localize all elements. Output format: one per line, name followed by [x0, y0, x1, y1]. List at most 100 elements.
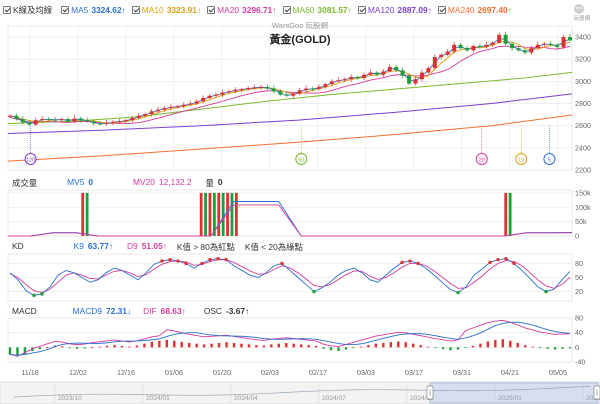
kd-note-green: K值 < 20為綠點: [244, 242, 303, 252]
candle-body: [529, 48, 534, 53]
osc-bar: [225, 342, 228, 348]
candle-body: [117, 121, 122, 123]
volume-tick-label: 100k: [575, 203, 591, 212]
macd-tick-label: 0: [575, 343, 579, 352]
legend-key: MA10: [141, 4, 164, 15]
candle-body: [85, 120, 90, 122]
event-marker-label: 10: [518, 157, 524, 163]
candle-body: [162, 107, 167, 110]
osc-bar: [397, 341, 400, 348]
kd-label: KD: [12, 241, 24, 251]
candle-body: [568, 37, 572, 41]
logo-text: 玩股網: [574, 14, 591, 22]
osc-bar: [83, 347, 86, 349]
candle-body: [452, 44, 457, 52]
osc-bar: [240, 343, 243, 348]
candle-body: [381, 71, 386, 75]
legend-key: MA60: [292, 4, 315, 15]
checkbox-icon[interactable]: [437, 5, 446, 14]
navigator-date: 2023/10: [58, 395, 82, 402]
osc-bar: [367, 345, 370, 348]
legend-item-ma5[interactable]: MA5 3324.62↑: [61, 5, 126, 15]
checkbox-icon[interactable]: [3, 5, 11, 14]
osc-bar: [441, 347, 445, 350]
osc-bar: [38, 347, 42, 350]
macd-label: MACD: [12, 306, 37, 316]
macd-tick-label: 80: [575, 314, 583, 323]
d9-value: 51.05↑: [141, 241, 167, 251]
navigator-date: 2025/01: [498, 395, 522, 402]
d9-label: D9: [127, 241, 138, 251]
candle-body: [246, 88, 251, 90]
date-label: 05/05: [549, 368, 567, 377]
osc-bar: [113, 345, 116, 348]
volume-bar: [85, 192, 89, 236]
navigator-selection: [429, 382, 599, 404]
candle-body: [33, 120, 38, 125]
legend-item-ma10[interactable]: MA10 3323.91↑: [131, 4, 201, 15]
kd-red-dot: [488, 260, 492, 265]
candle-body: [252, 87, 257, 89]
osc-bar: [426, 346, 430, 348]
legend-item-ma120[interactable]: MA120 2887.09↑: [357, 5, 432, 15]
osc-bar: [486, 341, 490, 348]
osc-bar: [464, 347, 467, 349]
osc-bar: [471, 345, 475, 348]
kd-red-dot: [160, 259, 164, 263]
osc-bar: [255, 345, 258, 348]
kd-red-dot: [496, 257, 500, 262]
candle-body: [297, 90, 302, 94]
checkbox-icon[interactable]: [131, 5, 140, 14]
volume-bar: [508, 192, 512, 236]
candle-body: [98, 123, 103, 125]
osc-bar: [509, 340, 512, 348]
kd-red-dot: [408, 259, 412, 263]
osc-bar: [412, 343, 415, 348]
date-label: 03/17: [405, 368, 423, 377]
osc-bar: [568, 347, 572, 349]
candle-body: [220, 92, 225, 95]
navigator-date: 2024/10: [410, 395, 434, 402]
candle-body: [477, 45, 482, 48]
volume-label: 成交量: [12, 178, 38, 188]
wantgoo-logo: 玩股網: [574, 4, 591, 22]
date-label: 02/03: [261, 368, 279, 377]
legend-item-ma60[interactable]: MA60 3081.57↑: [282, 4, 352, 15]
checkbox-icon[interactable]: [61, 5, 70, 14]
d9-line: [9, 259, 571, 294]
candle-body: [516, 48, 521, 51]
osc-bar: [195, 343, 198, 348]
legend-item-k線及均線[interactable]: K線及均線: [3, 4, 55, 16]
legend-item-ma240[interactable]: MA240 2697.40↑: [437, 4, 512, 15]
osc-bar: [128, 346, 131, 348]
candle-body: [407, 75, 412, 84]
checkbox-icon[interactable]: [357, 5, 366, 14]
kd-red-dot: [168, 257, 172, 262]
osc-bar: [516, 342, 519, 348]
macd-legend: MACD MACD9 72.31↓ DIF 68.63↑ OSC -3.67↑: [12, 306, 253, 316]
mv5-label: MV5: [67, 177, 85, 187]
legend-value: 3296.71↑: [242, 4, 277, 15]
price-pane: [7, 25, 573, 171]
kd-tick-label: 50: [575, 273, 583, 282]
kd-red-dot: [184, 261, 188, 266]
date-label: 03/03: [357, 368, 375, 377]
chart-title: 黃金(GOLD): [269, 34, 331, 46]
legend-value: 2697.40↑: [477, 4, 512, 15]
candle-body: [426, 68, 431, 73]
kd-note-red: K值 > 80為紅點: [176, 242, 235, 252]
candle-body: [310, 88, 315, 90]
candle-body: [168, 106, 173, 108]
legend-item-ma20[interactable]: MA20 3296.71↑: [207, 4, 277, 15]
checkbox-icon[interactable]: [207, 5, 216, 14]
macd9-value: 72.31↓: [106, 306, 132, 316]
osc-bar: [188, 342, 191, 348]
ma-line-ma240: [7, 114, 573, 162]
candle-body: [284, 94, 289, 96]
kd-red-dot: [504, 257, 508, 261]
price-tick-label: 3400: [575, 33, 591, 42]
volume-tick-label: 50k: [575, 217, 587, 226]
checkbox-icon[interactable]: [282, 5, 291, 14]
candle-body: [561, 37, 566, 48]
